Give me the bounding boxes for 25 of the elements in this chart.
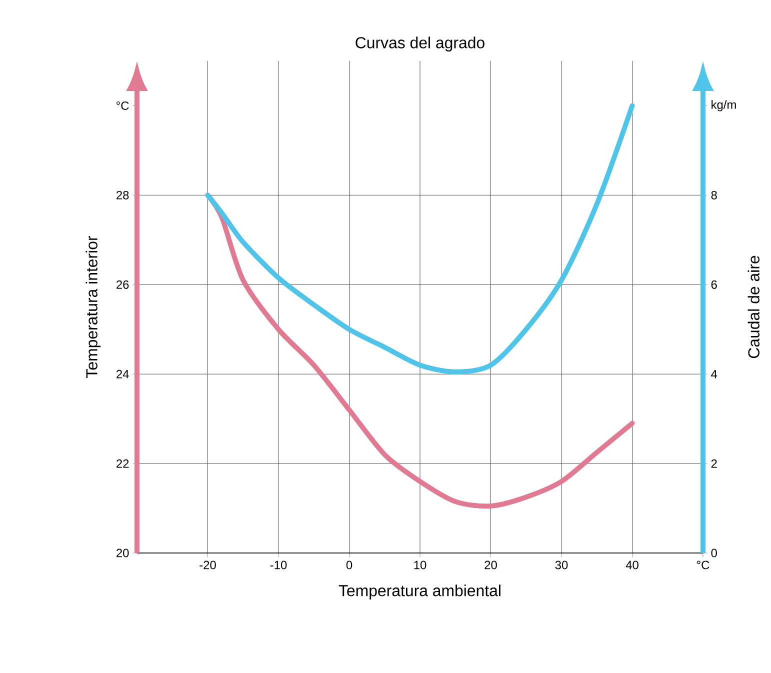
x-tick-label: -10 <box>270 560 287 570</box>
x-tick-label: 10 <box>414 560 426 570</box>
x-axis-title: Temperatura ambiental <box>338 584 500 600</box>
x-tick-label: °C <box>697 560 710 570</box>
y2-tick-label: 0 <box>711 548 717 558</box>
x-tick-label: -20 <box>200 560 216 570</box>
x-tick-label: 30 <box>555 560 568 570</box>
y2-tick-label: kg/m <box>712 100 736 112</box>
y-tick-label: 28 <box>116 190 129 200</box>
x-tick-label: 20 <box>484 560 497 570</box>
y-tick-label: 20 <box>116 548 129 558</box>
y-tick-label: 24 <box>116 370 129 378</box>
y-tick-label: °C <box>116 101 129 110</box>
y2-tick-label: 2 <box>711 459 717 468</box>
y2-tick-label: 4 <box>711 370 718 378</box>
chart-title: Curvas del agrado <box>356 36 484 52</box>
y2-tick-label: 8 <box>711 190 717 200</box>
line-series <box>205 103 635 374</box>
x-tick-label: 0 <box>346 560 352 570</box>
y-axis-title: Temperatura interior <box>86 236 101 378</box>
y2-tick-label: 6 <box>711 280 717 289</box>
x-tick-label: 40 <box>626 560 638 570</box>
y-tick-label: 22 <box>116 459 129 468</box>
y2-axis-title: Caudal de aire <box>748 256 760 358</box>
y-tick-label: 26 <box>116 280 129 289</box>
